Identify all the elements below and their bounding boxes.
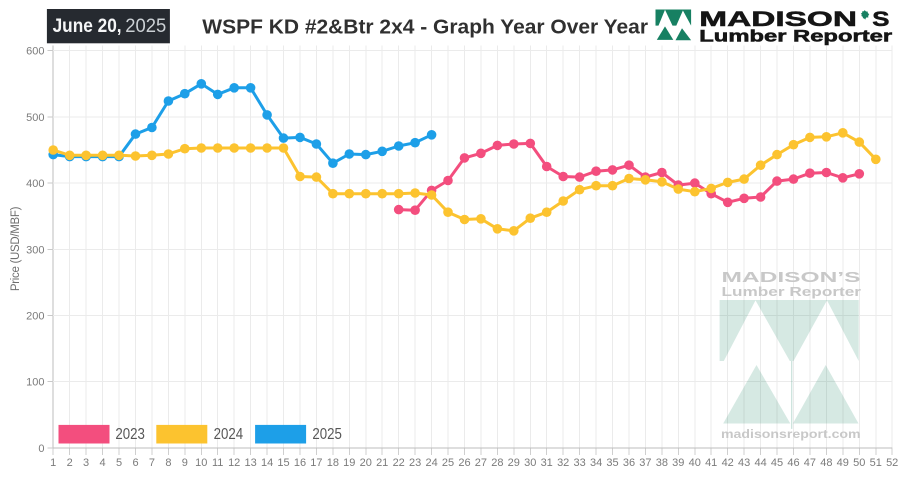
- svg-text:52: 52: [886, 457, 898, 469]
- svg-text:50: 50: [853, 457, 865, 469]
- svg-text:24: 24: [425, 457, 437, 469]
- svg-text:22: 22: [393, 457, 405, 469]
- svg-text:45: 45: [771, 457, 783, 469]
- svg-text:29: 29: [508, 457, 520, 469]
- svg-text:48: 48: [820, 457, 832, 469]
- svg-text:4: 4: [100, 457, 106, 469]
- svg-text:41: 41: [705, 457, 717, 469]
- svg-text:27: 27: [475, 457, 487, 469]
- svg-text:7: 7: [149, 457, 155, 469]
- svg-text:37: 37: [639, 457, 651, 469]
- svg-text:34: 34: [590, 457, 602, 469]
- svg-text:2023: 2023: [115, 426, 145, 443]
- svg-text:Price (USD/MBF): Price (USD/MBF): [10, 206, 22, 291]
- svg-text:28: 28: [491, 457, 503, 469]
- svg-text:25: 25: [442, 457, 454, 469]
- svg-text:11: 11: [212, 457, 223, 469]
- svg-text:12: 12: [228, 457, 240, 469]
- svg-text:2: 2: [67, 457, 73, 469]
- svg-text:30: 30: [524, 457, 536, 469]
- svg-text:2025: 2025: [312, 426, 342, 443]
- svg-text:38: 38: [656, 457, 668, 469]
- svg-text:1: 1: [50, 457, 56, 469]
- svg-text:600: 600: [26, 46, 44, 58]
- svg-text:19: 19: [343, 457, 355, 469]
- svg-text:47: 47: [804, 457, 816, 469]
- svg-text:31: 31: [541, 457, 553, 469]
- svg-text:300: 300: [26, 244, 44, 256]
- svg-text:200: 200: [26, 311, 44, 323]
- svg-text:23: 23: [409, 457, 421, 469]
- svg-text:43: 43: [738, 457, 750, 469]
- svg-text:100: 100: [26, 377, 44, 389]
- svg-text:madisonsreport.com: madisonsreport.com: [721, 427, 861, 441]
- svg-text:3: 3: [83, 457, 89, 469]
- svg-text:49: 49: [837, 457, 849, 469]
- svg-text:6: 6: [132, 457, 138, 469]
- svg-text:20: 20: [360, 457, 372, 469]
- svg-text:2024: 2024: [214, 426, 244, 443]
- svg-text:33: 33: [573, 457, 585, 469]
- svg-text:Lumber Reporter: Lumber Reporter: [699, 28, 893, 46]
- svg-text:35: 35: [606, 457, 618, 469]
- svg-text:42: 42: [722, 457, 734, 469]
- svg-text:18: 18: [327, 457, 339, 469]
- svg-text:S: S: [872, 7, 889, 31]
- svg-text:13: 13: [244, 457, 256, 469]
- svg-text:16: 16: [294, 457, 306, 469]
- svg-text:51: 51: [870, 457, 882, 469]
- svg-text:14: 14: [261, 457, 273, 469]
- svg-text:21: 21: [376, 457, 388, 469]
- svg-text:MADISON’S: MADISON’S: [722, 269, 861, 286]
- svg-text:32: 32: [557, 457, 569, 469]
- svg-text:June 20,: June 20,: [53, 16, 122, 37]
- svg-text:36: 36: [623, 457, 635, 469]
- svg-text:WSPF KD #2&Btr 2x4 - Graph Yea: WSPF KD #2&Btr 2x4 - Graph Year Over Yea…: [202, 16, 648, 38]
- svg-text:46: 46: [787, 457, 799, 469]
- svg-text:26: 26: [458, 457, 470, 469]
- svg-text:10: 10: [195, 457, 207, 469]
- svg-text:44: 44: [754, 457, 766, 469]
- svg-text:39: 39: [672, 457, 684, 469]
- svg-text:9: 9: [182, 457, 188, 469]
- svg-text:0: 0: [38, 443, 44, 455]
- svg-text:17: 17: [310, 457, 322, 469]
- svg-text:400: 400: [26, 178, 44, 190]
- svg-text:40: 40: [689, 457, 701, 469]
- svg-text:5: 5: [116, 457, 122, 469]
- svg-text:Lumber Reporter: Lumber Reporter: [722, 284, 862, 299]
- svg-text:500: 500: [26, 112, 44, 124]
- svg-text:8: 8: [165, 457, 171, 469]
- svg-text:MADISON: MADISON: [699, 7, 857, 31]
- svg-text:2025: 2025: [125, 16, 166, 37]
- svg-text:15: 15: [277, 457, 289, 469]
